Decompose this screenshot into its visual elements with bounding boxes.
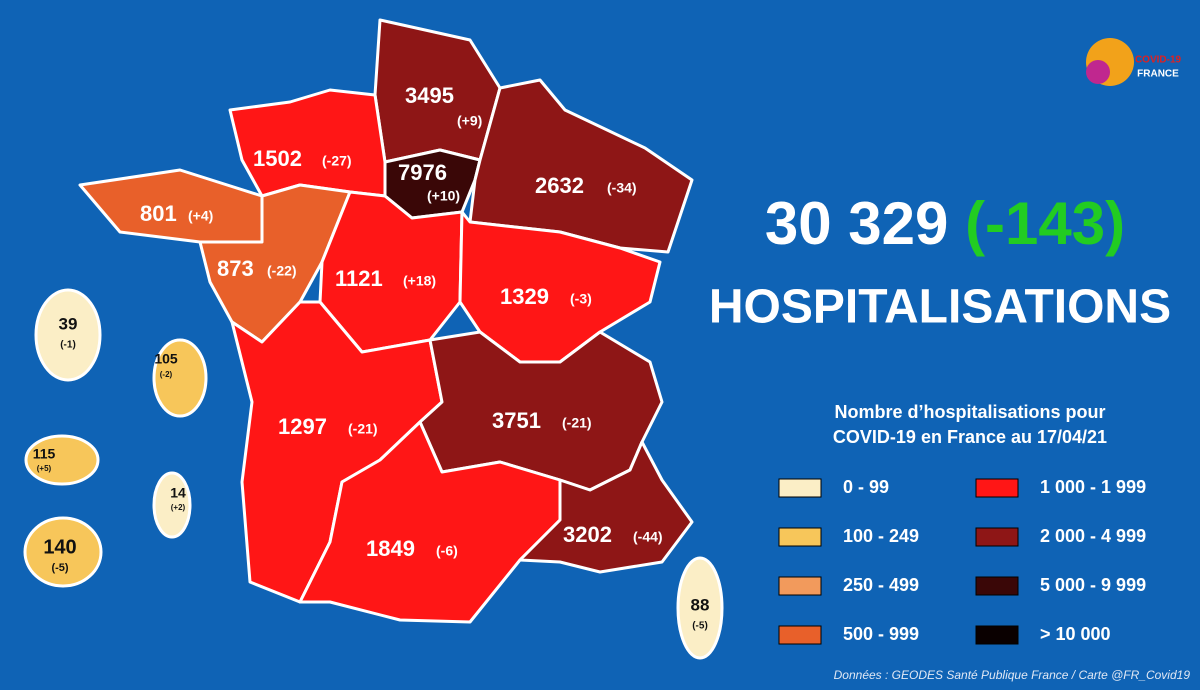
region-value: 140	[43, 536, 76, 558]
region-value: 801	[140, 201, 177, 226]
region-change: (-22)	[267, 263, 297, 279]
region-change: (-21)	[562, 415, 592, 431]
region-change: (+10)	[427, 188, 460, 204]
total-label: HOSPITALISATIONS	[709, 281, 1171, 334]
legend-swatch	[975, 478, 1019, 498]
region-change: (-34)	[607, 180, 637, 196]
legend-label: 2 000 - 4 999	[1040, 526, 1146, 546]
region-labels: 3495 (+9) 7976 (+10) 2632 (-34) 1502 (-2…	[33, 83, 710, 632]
region-change: (-5)	[51, 562, 68, 574]
legend-swatch	[975, 576, 1019, 596]
region-value: 88	[691, 595, 710, 614]
region-value: 873	[217, 256, 254, 281]
legend-label: 5 000 - 9 999	[1040, 575, 1146, 595]
region-value: 1329	[500, 284, 549, 309]
credit: Données : GEODES Santé Publique France /…	[834, 668, 1191, 682]
region	[518, 440, 694, 574]
region-value: 1297	[278, 414, 327, 439]
region-value: 3751	[492, 408, 541, 433]
legend-label: 500 - 999	[843, 624, 919, 644]
legend-swatch	[778, 625, 822, 645]
logo-icon	[1086, 60, 1110, 84]
region-change: (-2)	[160, 370, 173, 379]
region	[24, 434, 100, 486]
region-change: (+2)	[171, 503, 186, 512]
region-value: 115	[33, 446, 56, 462]
logo-text: COVID-19	[1135, 55, 1182, 66]
legend-label: 1 000 - 1 999	[1040, 477, 1146, 497]
region	[152, 471, 192, 539]
legend-title: COVID-19 en France au 17/04/21	[833, 427, 1107, 447]
total-change: (-143)	[965, 190, 1125, 257]
legend-label: 100 - 249	[843, 526, 919, 546]
legend: 0 - 99 100 - 249 250 - 499 500 - 999 1 000 -…	[778, 477, 1146, 645]
region-value: 7976	[398, 160, 447, 185]
region	[676, 556, 724, 660]
region-change: (-5)	[692, 621, 708, 632]
region-value: 14	[170, 485, 186, 501]
legend-title: Nombre d’hospitalisations pour	[834, 402, 1105, 422]
region-value: 1849	[366, 536, 415, 561]
legend-swatch	[778, 527, 822, 547]
region	[23, 516, 103, 588]
region-change: (-44)	[633, 529, 663, 545]
region-change: (+9)	[457, 113, 482, 129]
legend-swatch	[778, 478, 822, 498]
region	[34, 288, 102, 382]
legend-swatch	[975, 625, 1019, 645]
legend-swatch	[975, 527, 1019, 547]
region-change: (+4)	[188, 208, 213, 224]
legend-label: 250 - 499	[843, 575, 919, 595]
region-change: (-1)	[60, 340, 76, 351]
region	[318, 190, 464, 354]
logo: COVID-19 FRANCE	[1086, 38, 1181, 86]
region-value: 105	[154, 351, 178, 367]
region-value: 3495	[405, 83, 454, 108]
region-value: 3202	[563, 522, 612, 547]
total-value: 30 329	[765, 190, 949, 257]
legend-label: > 10 000	[1040, 624, 1111, 644]
region	[298, 420, 562, 624]
region-change: (-21)	[348, 421, 378, 437]
total-line: 30 329 (-143)	[765, 190, 1125, 257]
region-change: (+5)	[37, 464, 52, 473]
region-value: 39	[59, 314, 78, 333]
region-change: (-3)	[570, 291, 592, 307]
legend-label: 0 - 99	[843, 477, 889, 497]
logo-text: FRANCE	[1137, 69, 1179, 80]
region-value: 2632	[535, 173, 584, 198]
region-change: (-27)	[322, 153, 352, 169]
legend-swatch	[778, 576, 822, 596]
region-value: 1502	[253, 146, 302, 171]
regions	[23, 18, 724, 660]
region-change: (+18)	[403, 273, 436, 289]
region	[228, 88, 387, 198]
region	[468, 78, 694, 254]
region-change: (-6)	[436, 543, 458, 559]
region-value: 1121	[335, 266, 383, 291]
region	[152, 338, 208, 418]
region	[458, 210, 662, 364]
